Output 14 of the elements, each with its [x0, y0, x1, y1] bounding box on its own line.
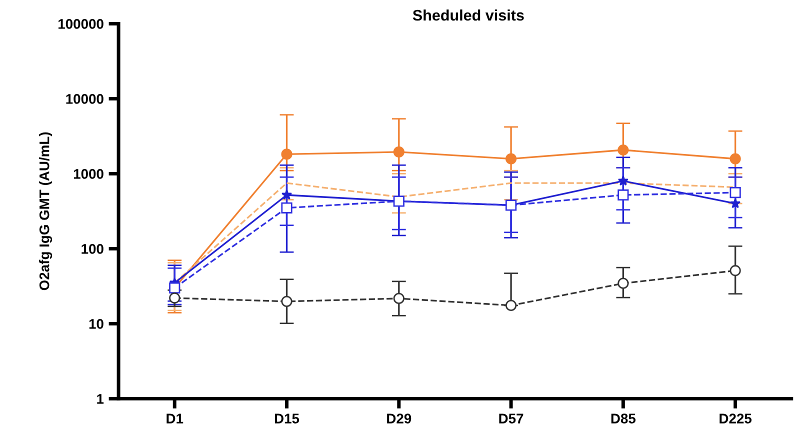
- y-tick-label: 1: [97, 394, 104, 404]
- chart-title: Sheduled visits: [412, 9, 524, 21]
- y-tick-label: 100: [82, 244, 104, 254]
- x-tick-label: D15: [274, 414, 300, 424]
- x-tick-label: D225: [720, 414, 752, 424]
- y-tick-label: 10: [89, 319, 104, 329]
- x-tick-label: D1: [166, 414, 184, 424]
- x-tick-label: D57: [499, 414, 524, 424]
- y-tick-label: 100000: [58, 19, 104, 29]
- y-tick-label: 10000: [66, 94, 104, 104]
- y-axis-title: O2afg IgG GMT (AU/mL): [39, 132, 52, 290]
- x-tick-label: D85: [611, 414, 636, 424]
- x-tick-label: D29: [387, 414, 412, 424]
- y-tick-label: 1000: [74, 169, 104, 179]
